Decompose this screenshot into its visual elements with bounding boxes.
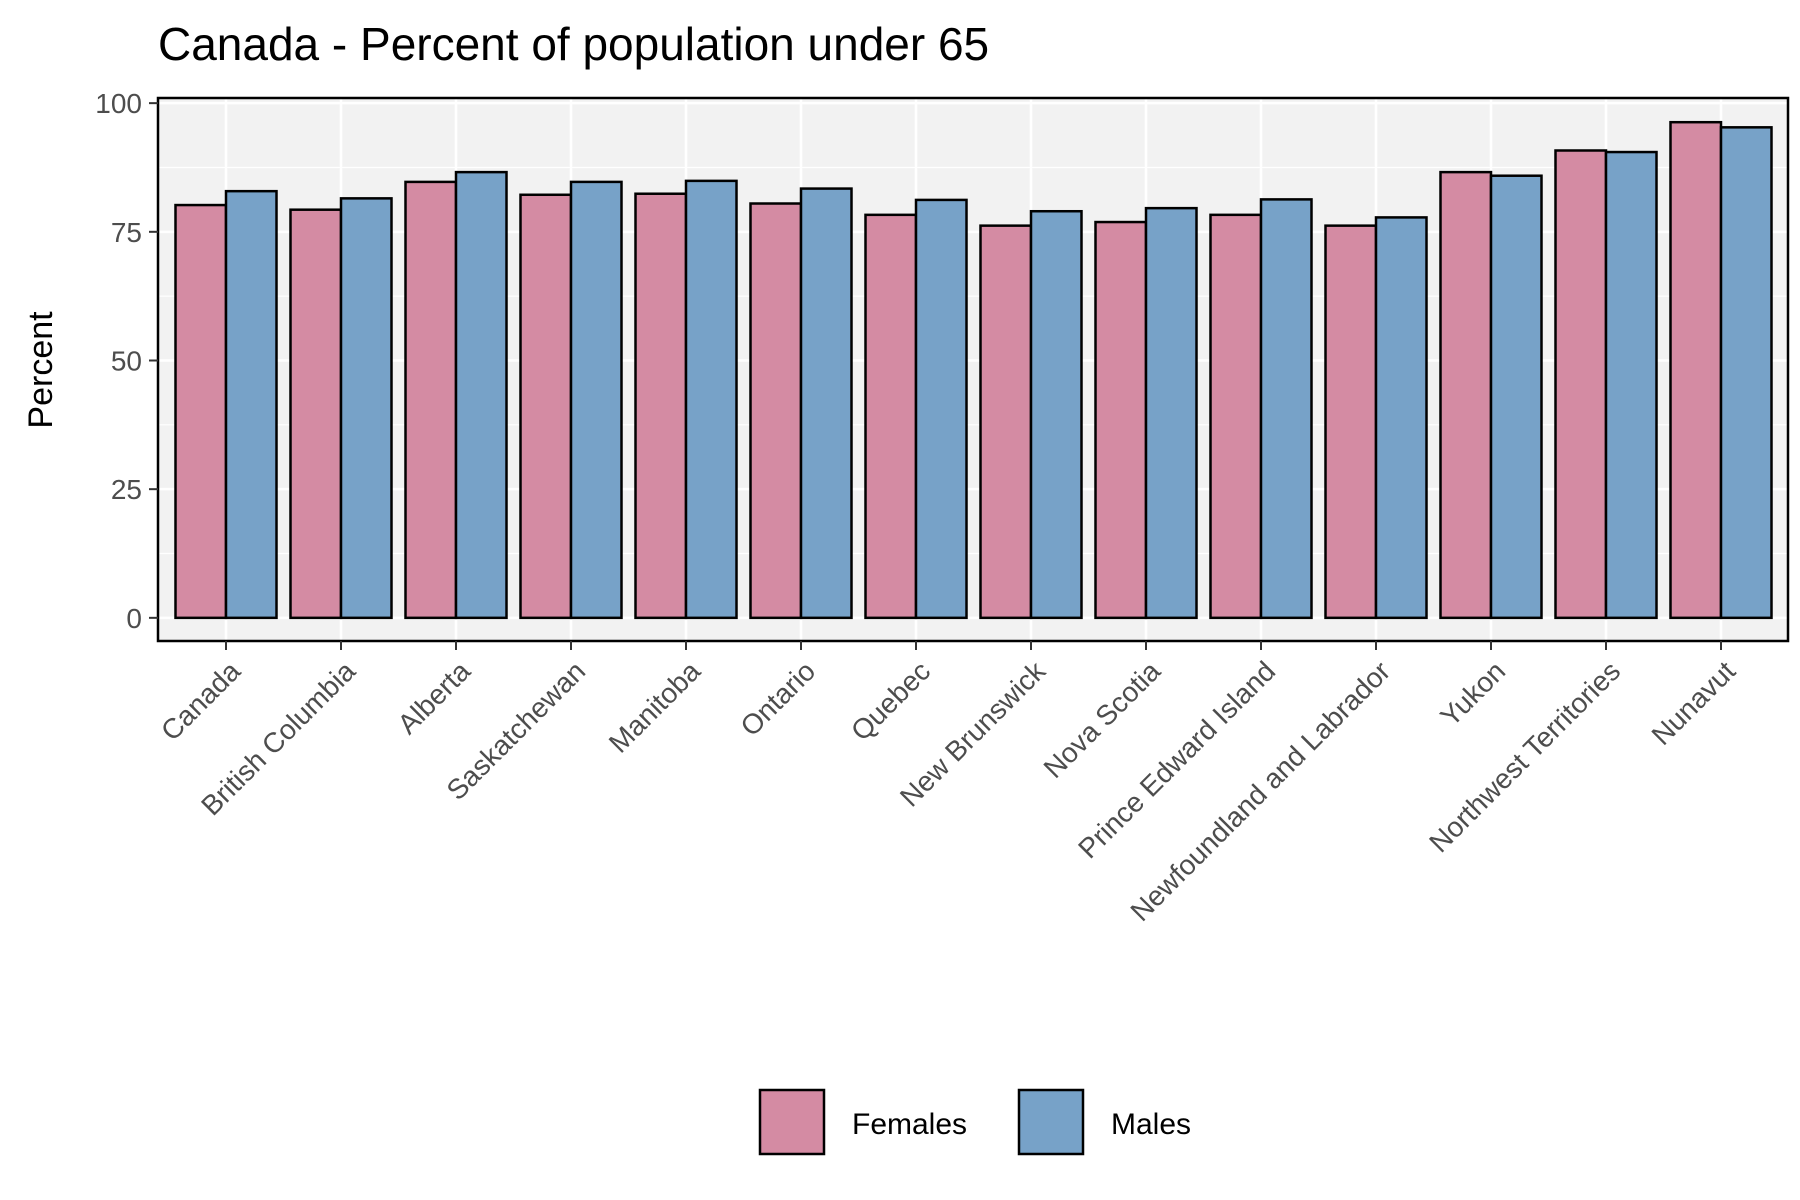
bar-males-northwest-territories: [1604, 150, 1658, 620]
legend-key-males: [1017, 1088, 1085, 1156]
plot-border: [156, 96, 1790, 643]
bar-females-nova-scotia: [1094, 220, 1148, 620]
x-tick-label: Canada: [155, 655, 247, 747]
bar-females-british-columbia: [289, 208, 343, 620]
x-tick-label: Northwest Territories: [1423, 655, 1626, 858]
y-axis-title: Percent: [22, 311, 60, 429]
bar-males-newfoundland-and-labrador: [1374, 216, 1428, 620]
bar-males-alberta: [454, 170, 508, 620]
bar-females-new-brunswick: [979, 224, 1033, 620]
plot-panel: [158, 98, 1788, 641]
bar-females-quebec: [864, 213, 918, 620]
y-axis: 0 25 50 75 100: [95, 88, 158, 634]
x-tick-label: Nunavut: [1646, 655, 1742, 751]
bar-males-quebec: [914, 198, 968, 620]
bar-males-nova-scotia: [1144, 206, 1198, 620]
y-tick-label: 100: [95, 88, 142, 119]
legend-label-males: Males: [1111, 1108, 1191, 1141]
bar-males-saskatchewan: [569, 180, 623, 620]
bar-females-saskatchewan: [519, 193, 573, 620]
bar-males-yukon: [1489, 174, 1543, 620]
bar-females-newfoundland-and-labrador: [1324, 224, 1378, 620]
bar-females-manitoba: [634, 192, 688, 620]
bar-females-ontario: [749, 202, 803, 620]
x-tick-label: Yukon: [1434, 655, 1511, 732]
bar-females-nunavut: [1669, 120, 1723, 620]
x-tick-label: Ontario: [734, 655, 821, 742]
legend-label-females: Females: [852, 1108, 967, 1141]
x-tick-label: Nova Scotia: [1038, 655, 1167, 784]
bar-males-prince-edward-island: [1259, 198, 1313, 620]
x-tick-label: Manitoba: [603, 655, 707, 759]
y-tick-label: 0: [126, 603, 142, 634]
x-tick-label: Alberta: [392, 655, 477, 740]
bar-males-new-brunswick: [1029, 209, 1083, 620]
bars: [174, 120, 1773, 620]
y-tick-label: 50: [111, 345, 142, 376]
bar-males-canada: [224, 189, 278, 620]
y-tick-label: 25: [111, 474, 142, 505]
bar-females-alberta: [404, 180, 458, 620]
legend-key-females: [758, 1088, 826, 1156]
bar-males-manitoba: [684, 179, 738, 620]
x-tick-label: Prince Edward Island: [1072, 655, 1281, 864]
chart-title: Canada - Percent of population under 65: [158, 18, 989, 70]
x-tick-label: Quebec: [845, 655, 936, 746]
legend: Females Males: [758, 1088, 1191, 1156]
bar-males-ontario: [799, 187, 853, 620]
bar-females-prince-edward-island: [1209, 213, 1263, 620]
y-tick-label: 75: [111, 217, 142, 248]
bar-males-nunavut: [1719, 126, 1773, 620]
bar-females-canada: [174, 203, 228, 620]
bar-males-british-columbia: [339, 197, 393, 620]
bar-females-yukon: [1439, 170, 1493, 620]
bar-females-northwest-territories: [1554, 149, 1608, 620]
